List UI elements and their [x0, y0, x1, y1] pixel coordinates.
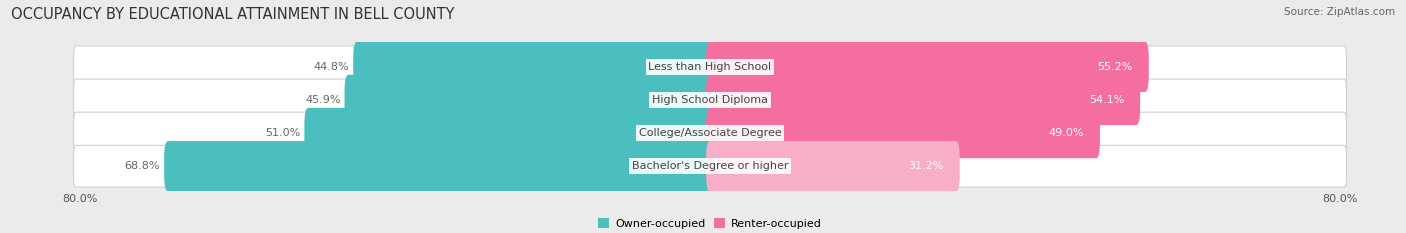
FancyBboxPatch shape [73, 79, 1347, 121]
FancyBboxPatch shape [706, 141, 960, 191]
FancyBboxPatch shape [73, 145, 1347, 187]
Text: 44.8%: 44.8% [314, 62, 349, 72]
FancyBboxPatch shape [353, 42, 714, 92]
Text: 31.2%: 31.2% [908, 161, 943, 171]
FancyBboxPatch shape [706, 75, 1140, 125]
Text: Less than High School: Less than High School [648, 62, 772, 72]
Text: Source: ZipAtlas.com: Source: ZipAtlas.com [1284, 7, 1395, 17]
Text: 45.9%: 45.9% [305, 95, 340, 105]
Text: OCCUPANCY BY EDUCATIONAL ATTAINMENT IN BELL COUNTY: OCCUPANCY BY EDUCATIONAL ATTAINMENT IN B… [11, 7, 454, 22]
Text: Bachelor's Degree or higher: Bachelor's Degree or higher [631, 161, 789, 171]
Text: College/Associate Degree: College/Associate Degree [638, 128, 782, 138]
FancyBboxPatch shape [73, 112, 1347, 154]
Legend: Owner-occupied, Renter-occupied: Owner-occupied, Renter-occupied [593, 214, 827, 233]
Text: 49.0%: 49.0% [1049, 128, 1084, 138]
Text: 68.8%: 68.8% [125, 161, 160, 171]
Text: 51.0%: 51.0% [266, 128, 301, 138]
FancyBboxPatch shape [706, 42, 1149, 92]
Text: 55.2%: 55.2% [1098, 62, 1133, 72]
FancyBboxPatch shape [706, 108, 1099, 158]
Text: High School Diploma: High School Diploma [652, 95, 768, 105]
FancyBboxPatch shape [344, 75, 714, 125]
FancyBboxPatch shape [304, 108, 714, 158]
FancyBboxPatch shape [165, 141, 714, 191]
FancyBboxPatch shape [73, 46, 1347, 88]
Text: 54.1%: 54.1% [1090, 95, 1125, 105]
